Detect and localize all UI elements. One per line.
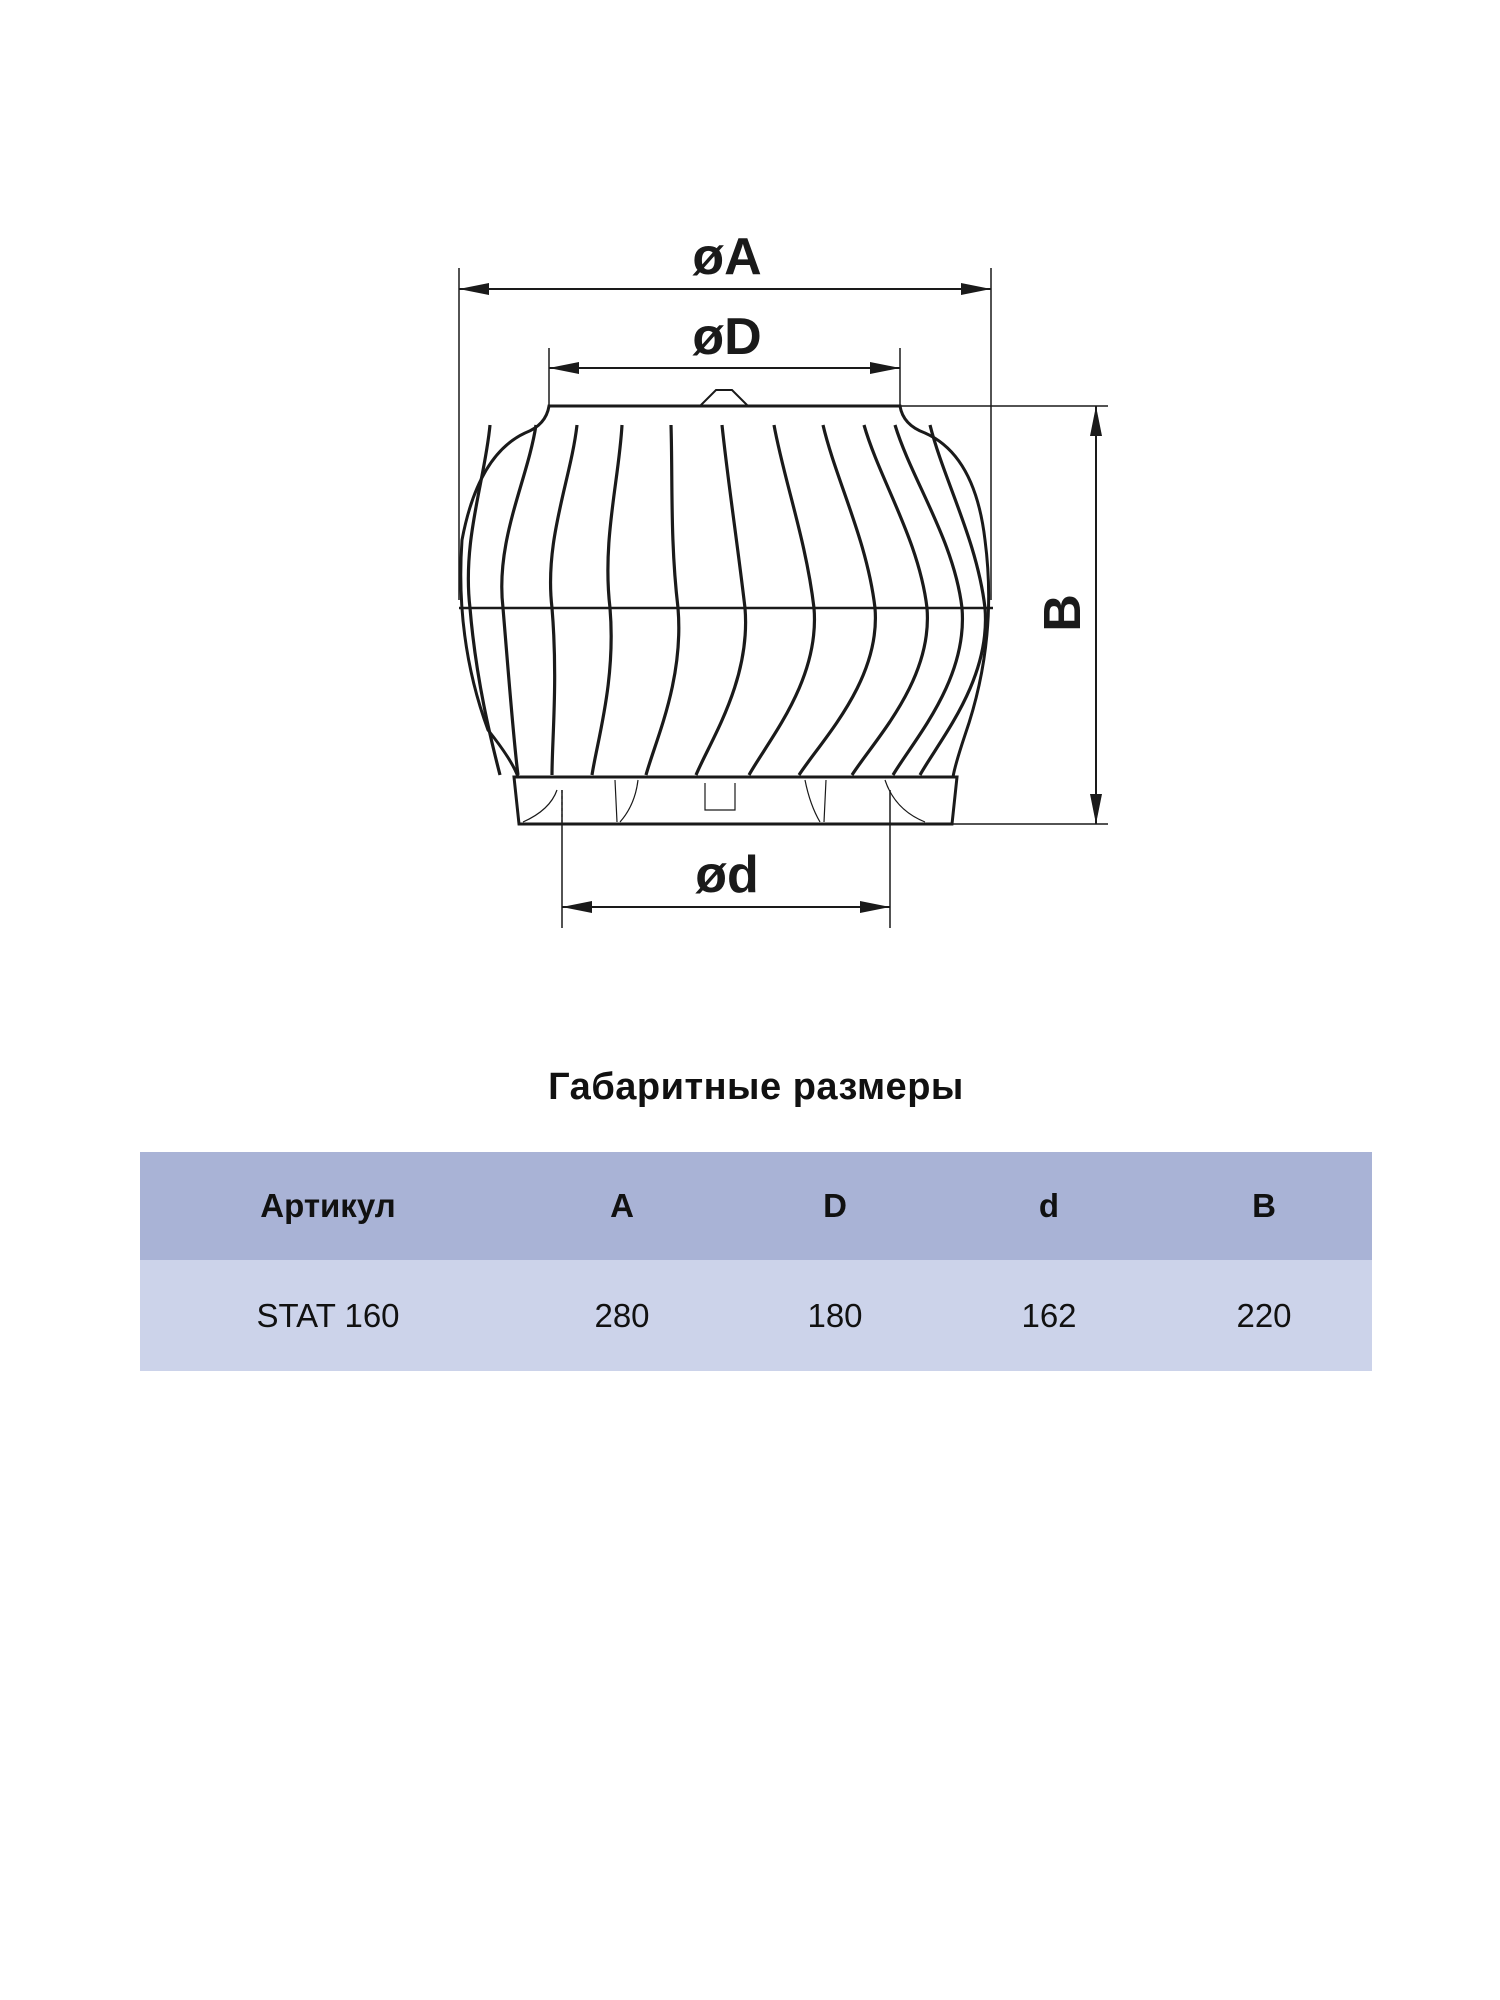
turbine-blade bbox=[918, 424, 988, 776]
label-base-diameter: ød bbox=[695, 846, 759, 904]
turbine-deflector-drawing: øA øD ød B bbox=[458, 228, 1108, 928]
header-a: A bbox=[516, 1152, 728, 1260]
header-d-small: d bbox=[942, 1152, 1156, 1260]
turbine-blade bbox=[891, 424, 964, 776]
cell-a: 280 bbox=[516, 1260, 728, 1371]
header-d: D bbox=[728, 1152, 942, 1260]
table-row: STAT 160 280 180 162 220 bbox=[140, 1260, 1372, 1371]
turbine-blade bbox=[590, 424, 624, 776]
turbine-blade bbox=[694, 424, 748, 776]
turbine-blade bbox=[747, 424, 817, 776]
label-outer-diameter: øA bbox=[692, 228, 761, 286]
cell-b: 220 bbox=[1156, 1260, 1372, 1371]
turbine-blade bbox=[850, 424, 929, 776]
turbine-blade bbox=[797, 424, 877, 776]
header-article: Артикул bbox=[140, 1152, 516, 1260]
cell-d-small: 162 bbox=[942, 1260, 1156, 1371]
section-title: Габаритные размеры bbox=[548, 1066, 964, 1108]
cell-d: 180 bbox=[728, 1260, 942, 1371]
turbine-blade bbox=[500, 424, 538, 776]
base-ring bbox=[512, 775, 959, 826]
turbine-blades bbox=[466, 424, 988, 776]
turbine-blade bbox=[548, 424, 579, 776]
cell-article: STAT 160 bbox=[140, 1260, 516, 1371]
dimensions-table: Артикул A D d B STAT 160 280 180 162 220 bbox=[140, 1152, 1372, 1371]
label-height: B bbox=[1034, 594, 1092, 632]
label-top-diameter: øD bbox=[692, 308, 761, 366]
header-b: B bbox=[1156, 1152, 1372, 1260]
table-header-row: Артикул A D d B bbox=[140, 1152, 1372, 1260]
turbine-blade bbox=[644, 424, 681, 776]
base-ring-details bbox=[522, 779, 926, 823]
turbine-blade bbox=[466, 424, 502, 776]
top-cap bbox=[699, 389, 749, 407]
